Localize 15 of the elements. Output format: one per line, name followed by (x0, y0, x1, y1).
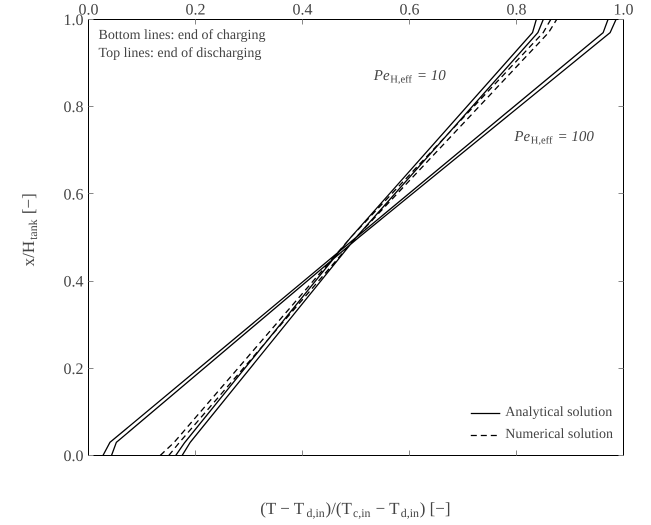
x-tick-label: 0.6 (400, 2, 420, 18)
x-tick-label: 0.8 (506, 2, 526, 18)
y-tick-label: 0.0 (64, 448, 84, 465)
legend-label: Analytical solution (505, 405, 612, 421)
x-tick-label: 0.4 (292, 2, 312, 18)
y-tick-label: 0.2 (64, 360, 84, 378)
annotation: Top lines: end of discharging (98, 46, 262, 61)
x-tick-label: 1.0 (614, 2, 634, 18)
y-tick-label: 0.8 (64, 99, 84, 116)
y-tick-label: 0.4 (64, 274, 84, 291)
x-tick-label: 0.2 (186, 2, 206, 18)
legend-label: Numerical solution (505, 427, 613, 443)
y-axis-title: x/Htank [−] (19, 193, 40, 266)
annotation: Bottom lines: end of charging (98, 28, 266, 43)
y-tick-label: 0.6 (64, 186, 84, 204)
